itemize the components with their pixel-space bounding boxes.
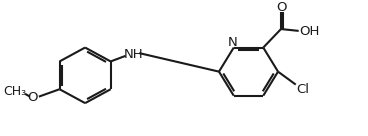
- Text: Cl: Cl: [296, 83, 309, 96]
- Text: O: O: [28, 91, 38, 104]
- Text: CH₃: CH₃: [4, 85, 27, 98]
- Text: N: N: [228, 35, 238, 49]
- Text: OH: OH: [299, 25, 320, 38]
- Text: O: O: [277, 1, 287, 14]
- Text: NH: NH: [124, 47, 143, 61]
